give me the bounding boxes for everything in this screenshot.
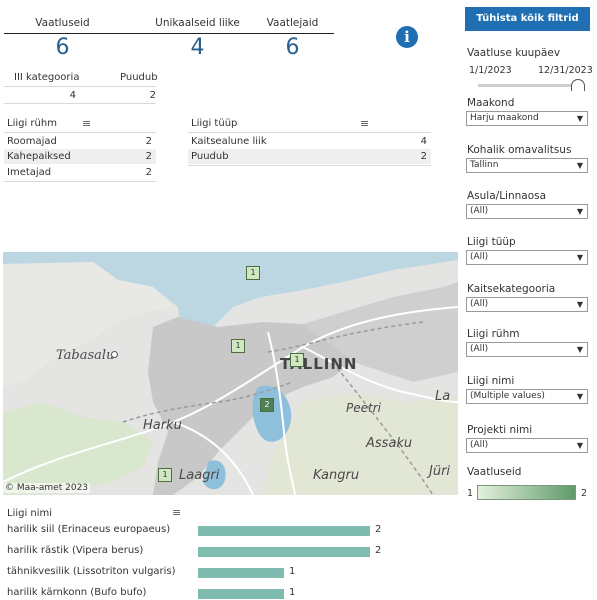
date-filter-label: Vaatluse kuupäev: [467, 47, 561, 59]
filter-dropdown-value: (All): [470, 299, 489, 309]
chevron-down-icon: ▼: [576, 441, 583, 450]
date-slider-track[interactable]: [478, 84, 574, 87]
filter-dropdown[interactable]: Tallinn ▼: [466, 158, 588, 173]
filter-label: Kaitsekategooria: [467, 283, 556, 295]
filter-dropdown[interactable]: (All) ▼: [466, 342, 588, 357]
filter-dropdown-value: (All): [470, 206, 489, 216]
chevron-down-icon: ▼: [576, 300, 583, 309]
map-place-label: La: [435, 389, 451, 404]
group-row-name: Kahepaiksed: [7, 151, 71, 162]
date-end: 12/31/2023: [538, 65, 593, 76]
kpi-label-unique-species: Unikaalseid liike: [155, 17, 240, 29]
species-bar-value: 2: [375, 545, 382, 556]
species-bar[interactable]: [198, 589, 284, 599]
species-bar[interactable]: [198, 547, 370, 557]
map-cluster-marker[interactable]: 1: [246, 266, 260, 280]
type-table-header: Liigi tüüp: [191, 118, 238, 129]
map-place-label: Peetri: [346, 401, 381, 415]
group-table-header: Liigi rühm: [7, 118, 57, 129]
group-row-value: 2: [145, 136, 152, 147]
filter-dropdown[interactable]: (All) ▼: [466, 438, 588, 453]
filter-dropdown[interactable]: (Multiple values) ▼: [466, 389, 588, 404]
species-bar-label: harilik rästik (Vipera berus): [7, 545, 144, 556]
category-value-none: 2: [149, 90, 156, 101]
map-place-label: Laagri: [179, 468, 220, 483]
filter-dropdown[interactable]: (All) ▼: [466, 297, 588, 312]
species-bar[interactable]: [198, 526, 370, 536]
filter-dropdown-value: Tallinn: [470, 160, 499, 170]
kpi-divider: [4, 33, 334, 34]
legend-max: 2: [581, 488, 588, 499]
map-cluster-marker[interactable]: 1: [290, 353, 304, 367]
info-icon[interactable]: i: [396, 26, 418, 48]
filter-dropdown-value: (All): [470, 344, 489, 354]
type-row-value: 2: [420, 151, 427, 162]
species-bar-label: harilik siil (Erinaceus europaeus): [7, 524, 171, 535]
filter-dropdown[interactable]: (All) ▼: [466, 204, 588, 219]
chevron-down-icon: ▼: [576, 345, 583, 354]
chevron-down-icon: ▼: [576, 392, 583, 401]
species-bar[interactable]: [198, 568, 284, 578]
chevron-down-icon: ▼: [576, 114, 583, 123]
map-cluster-marker[interactable]: 1: [231, 339, 245, 353]
group-row-value: 2: [145, 151, 152, 162]
map-copyright: © Maa-amet 2023: [3, 483, 91, 493]
filter-dropdown-value: (All): [470, 252, 489, 262]
kpi-value-unique-species: 4: [190, 35, 205, 60]
species-bar-value: 2: [375, 524, 382, 535]
sort-icon[interactable]: ≡: [360, 117, 370, 130]
filter-label: Asula/Linnaosa: [467, 190, 547, 202]
map-place-label: Tabasalu: [56, 348, 115, 363]
kpi-label-observations: Vaatluseid: [35, 17, 90, 29]
clear-filters-button[interactable]: Tühista kõik filtrid: [465, 7, 590, 31]
map-cluster-marker[interactable]: 1: [158, 468, 172, 482]
filter-dropdown-value: (All): [470, 440, 489, 450]
chevron-down-icon: ▼: [576, 253, 583, 262]
map-basemap: [3, 252, 458, 495]
map-place-label: Assaku: [366, 436, 413, 451]
filter-label: Liigi tüüp: [467, 236, 516, 248]
species-bar-label: tähnikvesilik (Lissotriton vulgaris): [7, 566, 176, 577]
date-slider-handle[interactable]: [571, 79, 585, 91]
legend-min: 1: [467, 488, 474, 499]
category-header-none: Puudub: [120, 72, 158, 83]
species-bar-label: harilik kärnkonn (Bufo bufo): [7, 587, 147, 598]
kpi-value-observations: 6: [55, 35, 70, 60]
filter-label: Liigi nimi: [467, 375, 515, 387]
filter-label: Projekti nimi: [467, 424, 533, 436]
type-row-name: Puudub: [191, 151, 229, 162]
map[interactable]: Tabasalu TALLINN Peetri Harku Assaku Laa…: [3, 252, 458, 495]
chevron-down-icon: ▼: [576, 161, 583, 170]
type-row-value: 4: [420, 136, 427, 147]
category-header-iii: III kategooria: [14, 72, 80, 83]
type-row-name: Kaitsealune liik: [191, 136, 267, 147]
kpi-value-observers: 6: [285, 35, 300, 60]
legend-label: Vaatluseid: [467, 466, 522, 478]
map-place-label: Jüri: [429, 464, 451, 479]
chevron-down-icon: ▼: [576, 207, 583, 216]
group-row-value: 2: [145, 167, 152, 178]
filter-dropdown-value: (Multiple values): [470, 391, 545, 401]
date-start: 1/1/2023: [469, 65, 512, 76]
group-row-name: Imetajad: [7, 167, 52, 178]
category-value-iii: 4: [69, 90, 76, 101]
map-cluster-marker[interactable]: 2: [260, 398, 274, 412]
species-bar-value: 1: [289, 587, 296, 598]
map-place-label: Harku: [143, 418, 182, 433]
kpi-label-observers: Vaatlejaid: [266, 17, 319, 29]
map-place-marker: [111, 351, 118, 358]
legend-gradient: [477, 485, 576, 500]
map-place-label: Kangru: [313, 468, 360, 483]
filter-label: Liigi rühm: [467, 328, 520, 340]
sort-icon[interactable]: ≡: [82, 117, 92, 130]
species-chart-header: Liigi nimi: [7, 508, 53, 519]
filter-dropdown[interactable]: (All) ▼: [466, 250, 588, 265]
filter-label: Maakond: [467, 97, 515, 109]
sort-icon[interactable]: ≡: [172, 506, 182, 519]
filter-label: Kohalik omavalitsus: [467, 144, 572, 156]
group-row-name: Roomajad: [7, 136, 57, 147]
species-bar-value: 1: [289, 566, 296, 577]
filter-dropdown[interactable]: Harju maakond ▼: [466, 111, 588, 126]
filter-dropdown-value: Harju maakond: [470, 113, 539, 123]
